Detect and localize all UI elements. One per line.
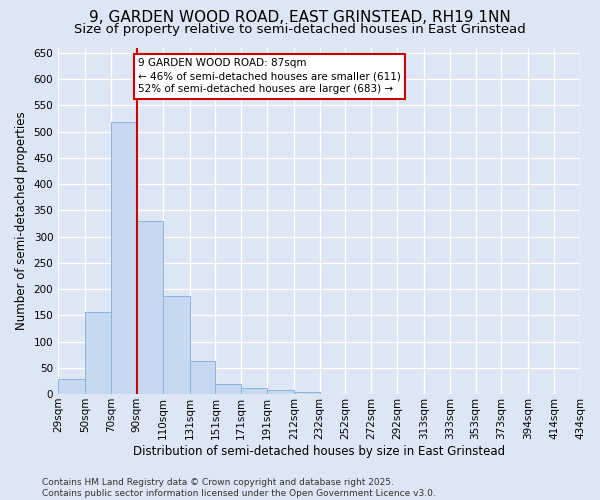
Bar — [215, 384, 241, 394]
Bar — [137, 221, 163, 394]
Bar — [241, 388, 267, 394]
Bar — [58, 380, 85, 394]
Bar — [163, 296, 190, 394]
X-axis label: Distribution of semi-detached houses by size in East Grinstead: Distribution of semi-detached houses by … — [133, 444, 505, 458]
Text: Size of property relative to semi-detached houses in East Grinstead: Size of property relative to semi-detach… — [74, 22, 526, 36]
Text: Contains HM Land Registry data © Crown copyright and database right 2025.
Contai: Contains HM Land Registry data © Crown c… — [42, 478, 436, 498]
Bar — [294, 392, 320, 394]
Y-axis label: Number of semi-detached properties: Number of semi-detached properties — [15, 112, 28, 330]
Bar — [85, 312, 111, 394]
Bar — [190, 361, 215, 394]
Bar — [267, 390, 294, 394]
Text: 9, GARDEN WOOD ROAD, EAST GRINSTEAD, RH19 1NN: 9, GARDEN WOOD ROAD, EAST GRINSTEAD, RH1… — [89, 10, 511, 25]
Bar — [111, 122, 137, 394]
Text: 9 GARDEN WOOD ROAD: 87sqm
← 46% of semi-detached houses are smaller (611)
52% of: 9 GARDEN WOOD ROAD: 87sqm ← 46% of semi-… — [138, 58, 401, 94]
